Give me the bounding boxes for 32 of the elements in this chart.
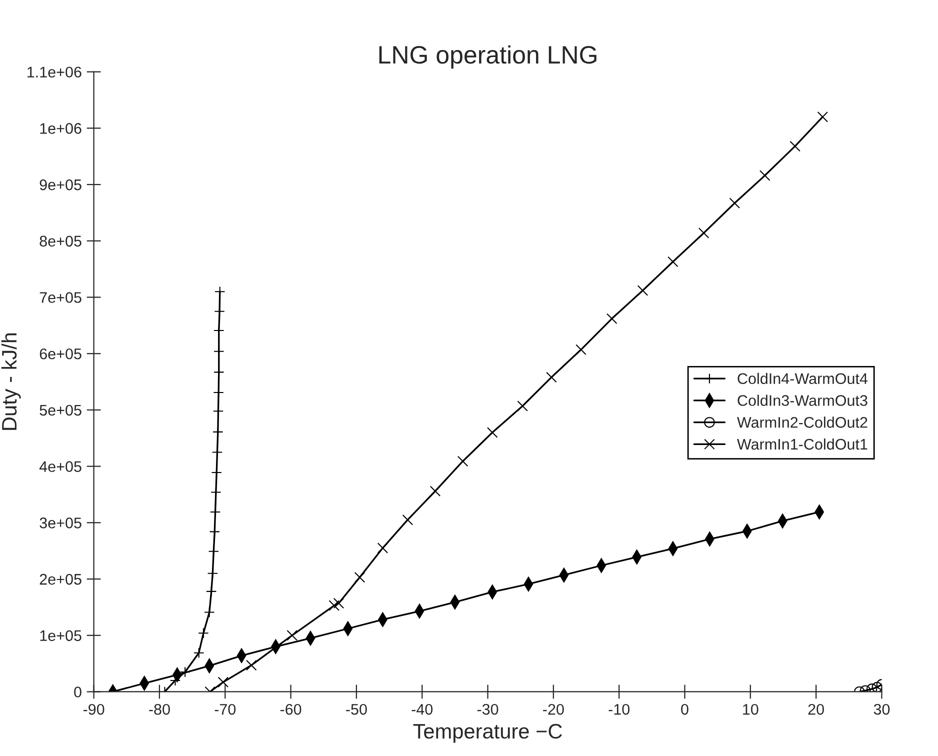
x-tick-label: -90 [83,704,104,715]
y-tick-label: 4e+05 [39,461,82,472]
chart-title: LNG operation LNG [379,45,596,69]
x-tick-label: 30 [874,704,890,715]
legend-label: ColdIn3-WarmOut3 [738,394,868,406]
y-axis-title: Duty - kJ/h [1,333,21,430]
y-tick-label: 0 [74,686,82,698]
legend-label: ColdIn4-WarmOut4 [738,372,868,384]
x-tick-label: -70 [214,704,236,715]
y-tick-label: 7e+05 [40,292,82,303]
x-tick-label: 10 [743,704,758,715]
x-tick-label: -80 [149,704,170,715]
x-tick-label: -50 [346,704,367,715]
y-tick-label: 6e+05 [40,348,82,360]
x-axis-title: Temperature −C [413,724,562,743]
x-tick-label: 0 [681,704,688,715]
y-tick-label: 8e+05 [40,236,82,247]
y-tick-label: 1e+06 [40,123,82,134]
y-tick-label: 3e+05 [40,518,82,528]
x-tick-label: -10 [608,704,630,715]
y-tick-label: 1.1e+06 [28,66,82,78]
x-tick-label: -30 [477,704,498,715]
legend-label: WarmIn2-ColdOut2 [737,416,868,428]
y-tick-label: 2e+05 [40,574,82,585]
x-tick-label: 20 [808,704,824,715]
x-tick-label: -60 [280,704,302,715]
x-tick-label: -40 [412,704,433,715]
legend-label: WarmIn1-ColdOut1 [737,438,868,450]
x-tick-label: -20 [543,704,564,715]
y-tick-label: 1e+05 [40,630,82,642]
y-tick-label: 5e+05 [40,404,82,416]
y-tick-label: 9e+05 [40,179,82,190]
